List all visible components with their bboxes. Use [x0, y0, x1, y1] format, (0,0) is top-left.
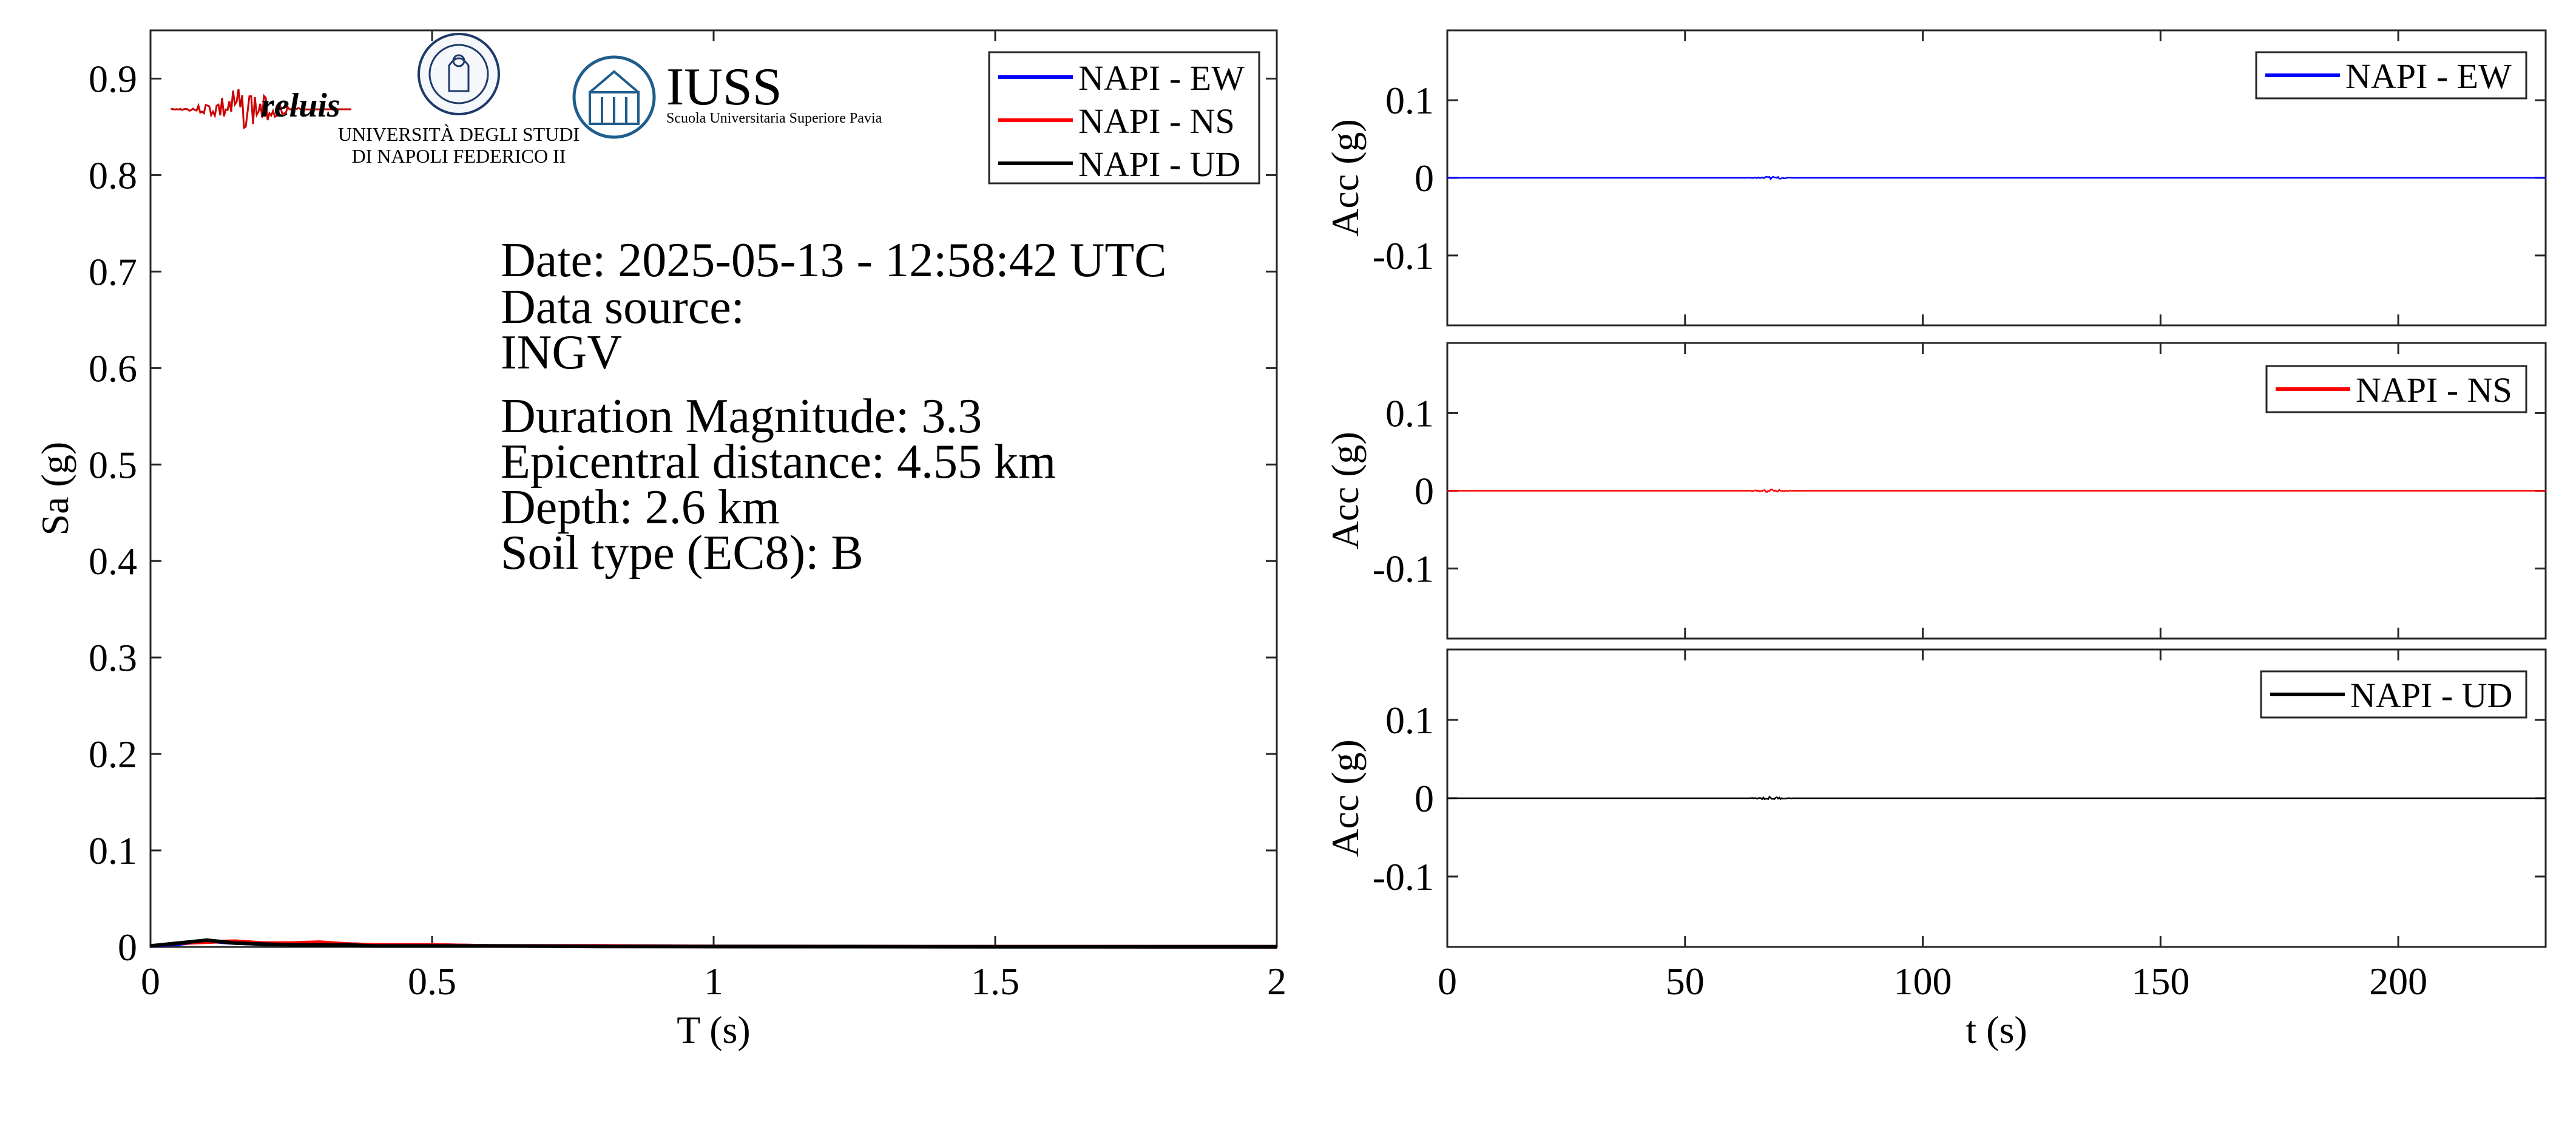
- iuss-title: IUSS: [666, 58, 782, 117]
- info-depth: Depth: 2.6 km: [501, 481, 780, 534]
- acc-ud-y-tick-label: -0.1: [1373, 855, 1434, 898]
- iuss-subtitle: Scuola Universitaria Superiore Pavia: [666, 110, 882, 126]
- acc-panel-ew: -0.1 0 0.1 Acc (g) NAPI - EW: [1323, 29, 2547, 327]
- legend-label-ns: NAPI - NS: [1078, 101, 1235, 141]
- acc-ns-legend-label: NAPI - NS: [2356, 370, 2512, 410]
- unina-logo: UNIVERSITÀ DEGLI STUDI DI NAPOLI FEDERIC…: [338, 33, 580, 167]
- acc-ns-legend: NAPI - NS: [2265, 365, 2527, 413]
- spectrum-x-tick-label: 0.5: [408, 960, 456, 1003]
- acc-ud-y-tick-label: 0.1: [1385, 699, 1434, 742]
- spectrum-y-tick-label: 0.2: [89, 733, 137, 776]
- acc-ud-trace: [1447, 795, 2546, 801]
- acc-ew-y-tick-label: 0: [1415, 157, 1434, 200]
- reluis-logo-text: reluis: [261, 87, 340, 124]
- acc-x-tick-label: 150: [2131, 960, 2189, 1003]
- acc-ns-y-tick-label: -0.1: [1373, 548, 1434, 591]
- acc-x-tick-label: 0: [1438, 960, 1457, 1003]
- info-distance: Epicentral distance: 4.55 km: [501, 435, 1056, 489]
- acc-ew-y-axis-label: Acc (g): [1323, 119, 1367, 237]
- spectrum-x-tick-label: 1.5: [971, 960, 1019, 1003]
- spectrum-x-tick-label: 1: [704, 960, 723, 1003]
- spectrum-y-tick-label: 0.3: [89, 636, 137, 679]
- spectrum-y-axis-label: Sa (g): [33, 442, 76, 536]
- spectrum-y-tick-label: 0: [118, 926, 137, 969]
- acc-ew-trace: [1447, 175, 2546, 181]
- iuss-logo: IUSS Scuola Universitaria Superiore Pavi…: [572, 55, 882, 139]
- spectrum-x-tick-label: 0: [141, 960, 160, 1003]
- acc-ns-y-tick-label: 0: [1415, 470, 1434, 513]
- acc-x-tick-label: 50: [1666, 960, 1705, 1003]
- event-info: Date: 2025-05-13 - 12:58:42 UTC Data sou…: [501, 234, 1167, 580]
- spectrum-chart: 0 0.5 1 1.5 2 0 0.1 0.2 0.3 0.4 0.5 0.6 0.7 0.8 0.9 T …: [33, 29, 1286, 1051]
- acc-panel-ud: -0.1 0 0.1 0 50 100 150 200 Acc (g) t (s) NAPI …: [1323, 648, 2547, 1051]
- acc-ud-legend: NAPI - UD: [2260, 670, 2527, 719]
- spectrum-y-tick-label: 0.9: [89, 57, 137, 100]
- acc-panel-ns: -0.1 0 0.1 Acc (g) NAPI - NS: [1323, 342, 2547, 640]
- acc-x-tick-label: 100: [1894, 960, 1952, 1003]
- spectrum-y-tick-label: 0.4: [89, 540, 137, 583]
- unina-line-1: UNIVERSITÀ DEGLI STUDI: [338, 123, 580, 145]
- acc-ew-legend-label: NAPI - EW: [2345, 56, 2512, 96]
- acc-ew-y-tick-label: 0.1: [1385, 79, 1434, 122]
- spectrum-y-tick-label: 0.1: [89, 829, 137, 872]
- spectrum-y-tick-label: 0.5: [89, 443, 137, 486]
- acc-ud-legend-label: NAPI - UD: [2350, 676, 2512, 715]
- info-magnitude: Duration Magnitude: 3.3: [501, 390, 982, 443]
- acc-ud-y-axis-label: Acc (g): [1323, 739, 1367, 857]
- legend-label-ew: NAPI - EW: [1078, 58, 1245, 98]
- reluis-wave-icon: [170, 89, 351, 130]
- spectrum-y-tick-label: 0.7: [89, 250, 137, 293]
- acc-ns-y-axis-label: Acc (g): [1323, 432, 1367, 549]
- info-date: Date: 2025-05-13 - 12:58:42 UTC: [501, 234, 1167, 287]
- acc-x-tick-label: 200: [2369, 960, 2427, 1003]
- acc-ud-y-tick-label: 0: [1415, 777, 1434, 820]
- iuss-emblem-icon: [572, 55, 656, 139]
- acc-ew-legend: NAPI - EW: [2255, 51, 2527, 100]
- unina-seal-icon: [418, 33, 500, 115]
- acc-ns-trace: [1447, 488, 2546, 493]
- info-source: INGV: [501, 326, 622, 379]
- spectrum-x-axis-label: T (s): [677, 1008, 750, 1051]
- spectrum-series-ud: [150, 938, 1277, 949]
- spectrum-legend: NAPI - EW NAPI - NS NAPI - UD: [988, 51, 1260, 185]
- unina-line-2: DI NAPOLI FEDERICO II: [352, 145, 566, 167]
- info-source-label: Data source:: [501, 280, 745, 334]
- acc-x-axis-label: t (s): [1966, 1008, 2027, 1051]
- spectrum-y-tick-label: 0.6: [89, 347, 137, 390]
- acc-ew-y-tick-label: -0.1: [1373, 234, 1434, 277]
- acc-ns-y-tick-label: 0.1: [1385, 392, 1434, 435]
- info-soil: Soil type (EC8): B: [501, 526, 864, 580]
- reluis-logo: reluis: [170, 87, 351, 130]
- legend-label-ud: NAPI - UD: [1078, 144, 1240, 184]
- spectrum-y-tick-label: 0.8: [89, 154, 137, 197]
- spectrum-x-tick-label: 2: [1267, 960, 1286, 1003]
